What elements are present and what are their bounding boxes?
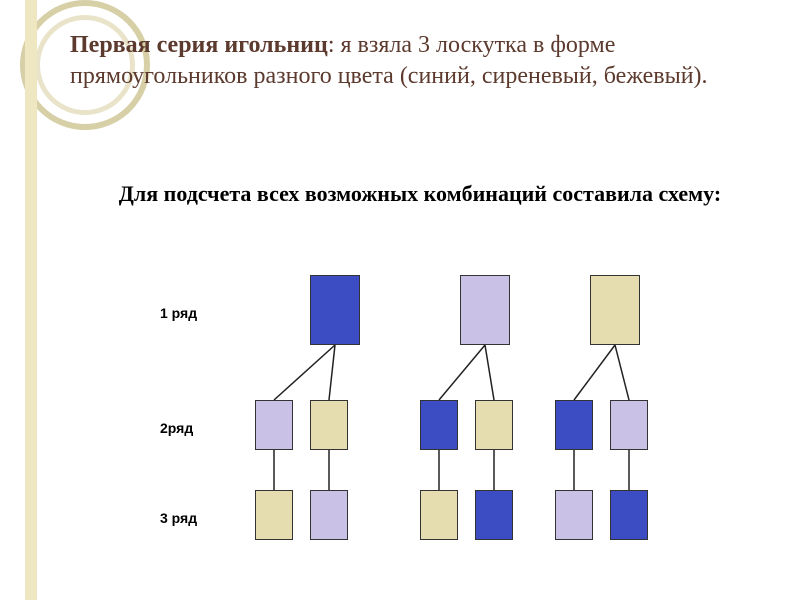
diagram-node xyxy=(255,490,293,540)
diagram-node xyxy=(475,400,513,450)
diagram-node xyxy=(255,400,293,450)
heading: Первая серия игольниц: я взяла 3 лоскутк… xyxy=(70,30,750,92)
diagram-node xyxy=(310,275,360,345)
row-label-1: 1 ряд xyxy=(160,305,197,321)
heading-bold: Первая серия игольниц xyxy=(70,32,328,58)
row-label-2: 2ряд xyxy=(160,420,193,436)
diagram-node xyxy=(310,490,348,540)
diagram-node xyxy=(310,400,348,450)
diagram-node xyxy=(610,490,648,540)
diagram-node xyxy=(420,400,458,450)
slide: Первая серия игольниц: я взяла 3 лоскутк… xyxy=(0,0,800,600)
diagram-node xyxy=(610,400,648,450)
row-label-3: 3 ряд xyxy=(160,510,197,526)
diagram-node xyxy=(475,490,513,540)
diagram-node xyxy=(555,400,593,450)
diagram-node xyxy=(590,275,640,345)
diagram-node xyxy=(420,490,458,540)
subheading: Для подсчета всех возможных комбинаций с… xyxy=(100,180,740,209)
diagram-node xyxy=(555,490,593,540)
diagram-node xyxy=(460,275,510,345)
